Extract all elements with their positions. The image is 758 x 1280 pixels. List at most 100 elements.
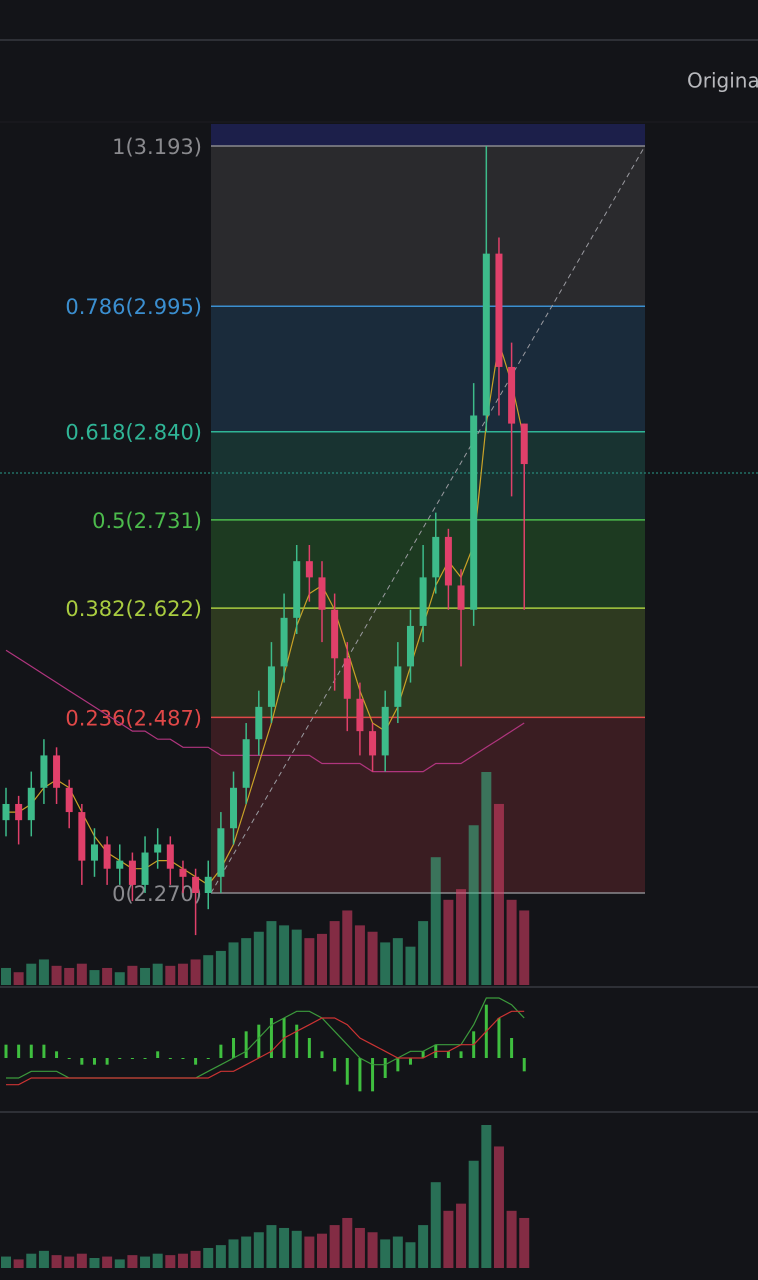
volume-bar-lower <box>215 1245 226 1268</box>
volume-bar-lower <box>392 1236 403 1268</box>
volume-bar <box>342 910 353 985</box>
volume-bar-lower <box>317 1233 327 1268</box>
candle-body <box>293 561 301 618</box>
volume-bar <box>190 959 201 985</box>
fib-band <box>211 717 645 893</box>
macd-hist <box>80 1058 84 1065</box>
volume-bar-lower <box>443 1210 454 1268</box>
candle-body <box>381 706 389 756</box>
volume-bar-lower <box>51 1255 62 1268</box>
macd-hist <box>194 1058 198 1065</box>
volume-bar <box>519 910 530 985</box>
volume-bar-lower <box>165 1255 176 1268</box>
candle-body <box>116 860 124 869</box>
volume-bar-lower <box>329 1225 340 1268</box>
fib-band <box>211 306 645 432</box>
volume-bar <box>26 963 37 985</box>
candle-body <box>128 860 136 885</box>
macd-hist <box>383 1058 387 1078</box>
macd-hist <box>408 1058 412 1065</box>
volume-bar <box>177 963 188 985</box>
candle-body <box>457 585 465 610</box>
macd-hist <box>105 1058 109 1065</box>
macd-hist <box>459 1051 463 1058</box>
macd-hist <box>510 1038 514 1058</box>
volume-bar-lower <box>127 1255 138 1268</box>
candle-body <box>40 755 48 788</box>
candle-body <box>15 803 23 821</box>
fib-label: 1(3.193) <box>112 135 202 159</box>
volume-bar <box>430 857 441 985</box>
plot: 1(3.193) 0.786(2.995) 0.618(2.840) 0.5(2.73… <box>0 135 758 1268</box>
candle-body <box>204 876 212 893</box>
candle-body <box>419 577 427 626</box>
volume-bar-lower <box>354 1227 365 1268</box>
candle-body <box>318 577 326 610</box>
macd-hist <box>168 1058 172 1059</box>
volume-bar <box>493 803 504 985</box>
volume-bar <box>266 921 277 985</box>
volume-bar-lower <box>367 1232 378 1268</box>
candle-body <box>192 876 200 893</box>
volume-bar-lower <box>13 1259 24 1268</box>
volume-bar <box>367 931 378 985</box>
volume-bar <box>329 921 340 985</box>
volume-bar-lower <box>241 1236 252 1268</box>
volume-bar-lower <box>89 1257 100 1268</box>
candle-body <box>482 253 490 416</box>
volume-bar <box>38 959 49 985</box>
volume-bar <box>354 925 365 985</box>
volume-bar <box>392 938 403 985</box>
volume-bar-lower <box>76 1253 87 1268</box>
volume-bar-lower <box>418 1225 429 1268</box>
volume-bar-lower <box>26 1253 37 1268</box>
macd-hist <box>396 1058 400 1072</box>
fib-band <box>211 608 645 718</box>
volume-bar <box>506 899 517 985</box>
volume-bar <box>215 950 226 985</box>
macd-signal <box>6 1010 525 1086</box>
macd-hist <box>17 1044 21 1058</box>
volume-bar <box>291 929 302 985</box>
volume-bar <box>1 967 11 985</box>
candle-body <box>255 706 263 740</box>
candle-body <box>470 415 478 610</box>
macd-hist <box>181 1058 185 1059</box>
volume-bar <box>241 938 252 985</box>
volume-bar <box>165 965 176 985</box>
candle-body <box>444 536 452 586</box>
macd-hist <box>219 1044 223 1058</box>
candle-body <box>242 739 250 788</box>
candle-body <box>343 658 351 699</box>
candle-body <box>369 731 377 756</box>
volume-bar <box>114 972 125 985</box>
volume-bar-lower <box>493 1146 504 1268</box>
fib-label: 0.236(2.487) <box>65 706 202 730</box>
original-button[interactable]: Origina <box>687 69 758 93</box>
candle-body <box>432 536 440 578</box>
candle-body <box>78 812 86 861</box>
macd-hist <box>118 1058 122 1059</box>
volume-bar-lower <box>1 1256 11 1268</box>
candle-body <box>90 844 98 861</box>
volume-bar-lower <box>456 1203 467 1268</box>
macd-hist <box>320 1051 324 1058</box>
volume-bar <box>418 921 429 985</box>
candle-body <box>508 366 516 424</box>
volume-bar-lower <box>519 1217 530 1268</box>
volume-bar-lower <box>64 1256 75 1268</box>
volume-bar-lower <box>506 1210 517 1268</box>
fib-band <box>211 431 645 520</box>
candle-body <box>65 787 73 813</box>
fib-top-band <box>211 124 645 146</box>
macd-hist <box>29 1044 33 1058</box>
macd-hist <box>371 1058 375 1092</box>
macd-hist <box>92 1058 96 1065</box>
candle-body <box>495 253 503 367</box>
volume-bar-lower <box>140 1256 151 1268</box>
volume-bar <box>317 933 327 985</box>
macd-hist <box>4 1044 8 1058</box>
volume-bar-lower <box>38 1250 49 1268</box>
candle-body <box>2 803 10 821</box>
